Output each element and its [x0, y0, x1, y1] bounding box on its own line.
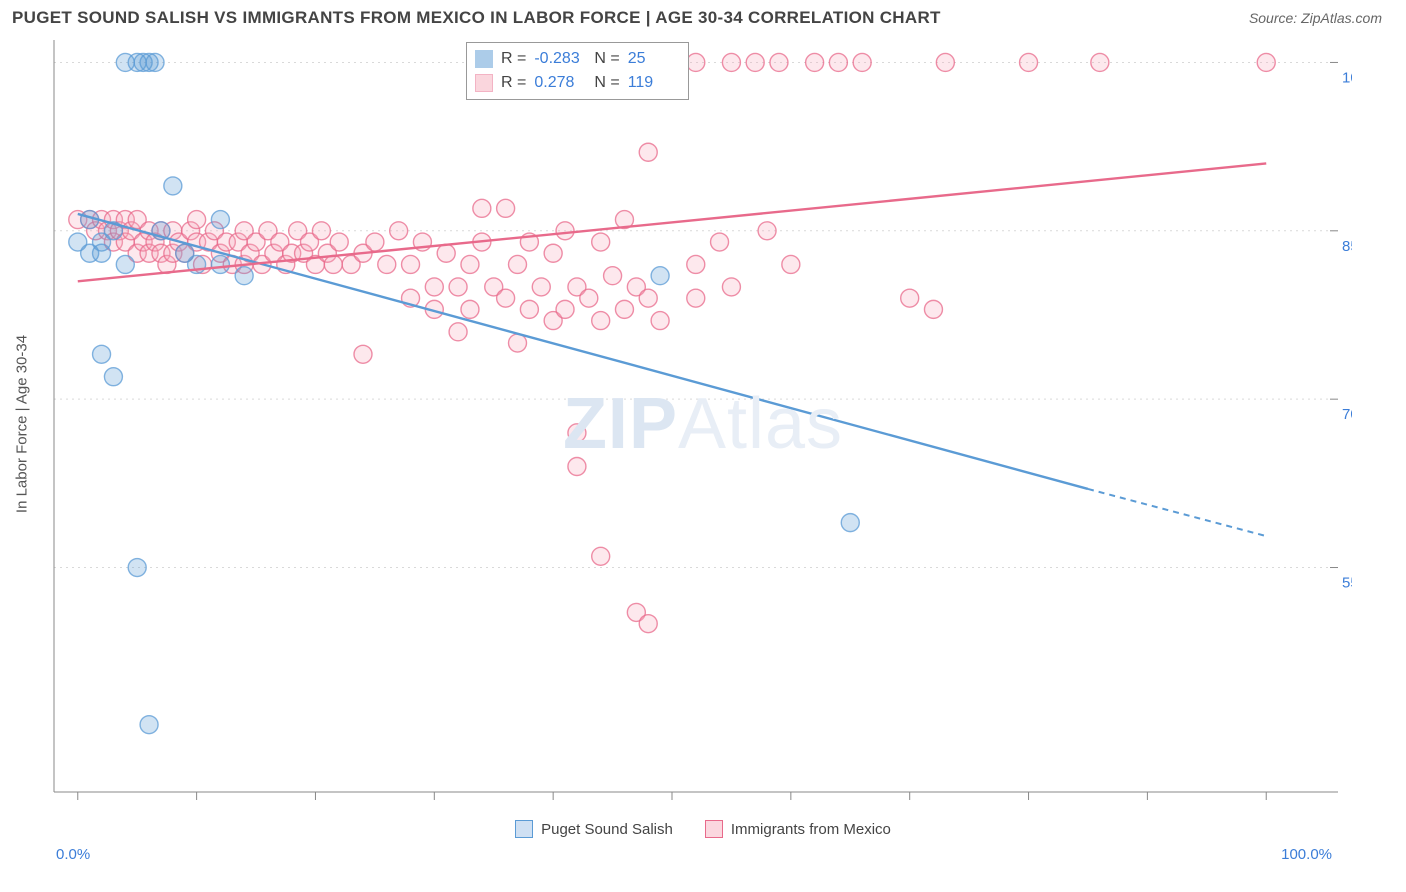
legend-swatch	[475, 74, 493, 92]
corr-legend-row: R =0.278N =119	[475, 71, 680, 95]
legend-label: Puget Sound Salish	[541, 821, 673, 838]
svg-text:85.0%: 85.0%	[1342, 238, 1352, 255]
legend-swatch	[475, 50, 493, 68]
title-bar: PUGET SOUND SALISH VS IMMIGRANTS FROM ME…	[0, 0, 1406, 34]
x-tick-min: 0.0%	[56, 846, 90, 863]
svg-text:55.0%: 55.0%	[1342, 575, 1352, 592]
scatter-chart: 55.0% 70.0% 85.0% 100.0%	[12, 34, 1352, 814]
legend-item: Immigrants from Mexico	[705, 820, 891, 838]
y-axis-label: In Labor Force | Age 30-34	[14, 335, 31, 513]
legend-swatch	[515, 820, 533, 838]
svg-text:70.0%: 70.0%	[1342, 406, 1352, 423]
source-attribution: Source: ZipAtlas.com	[1249, 10, 1382, 26]
legend-item: Puget Sound Salish	[515, 820, 673, 838]
svg-text:100.0%: 100.0%	[1342, 69, 1352, 86]
chart-area: In Labor Force | Age 30-34 55.0% 70.0% 85.…	[12, 34, 1394, 814]
corr-legend-row: R =-0.283N =25	[475, 47, 680, 71]
legend-label: Immigrants from Mexico	[731, 821, 891, 838]
correlation-legend: R =-0.283N =25R =0.278N =119	[466, 42, 689, 100]
x-tick-max: 100.0%	[1281, 846, 1332, 863]
x-axis-tick-labels: 0.0% 100.0%	[0, 842, 1406, 863]
chart-title: PUGET SOUND SALISH VS IMMIGRANTS FROM ME…	[12, 8, 941, 28]
legend-swatch	[705, 820, 723, 838]
series-legend: Puget Sound Salish Immigrants from Mexico	[0, 814, 1406, 842]
